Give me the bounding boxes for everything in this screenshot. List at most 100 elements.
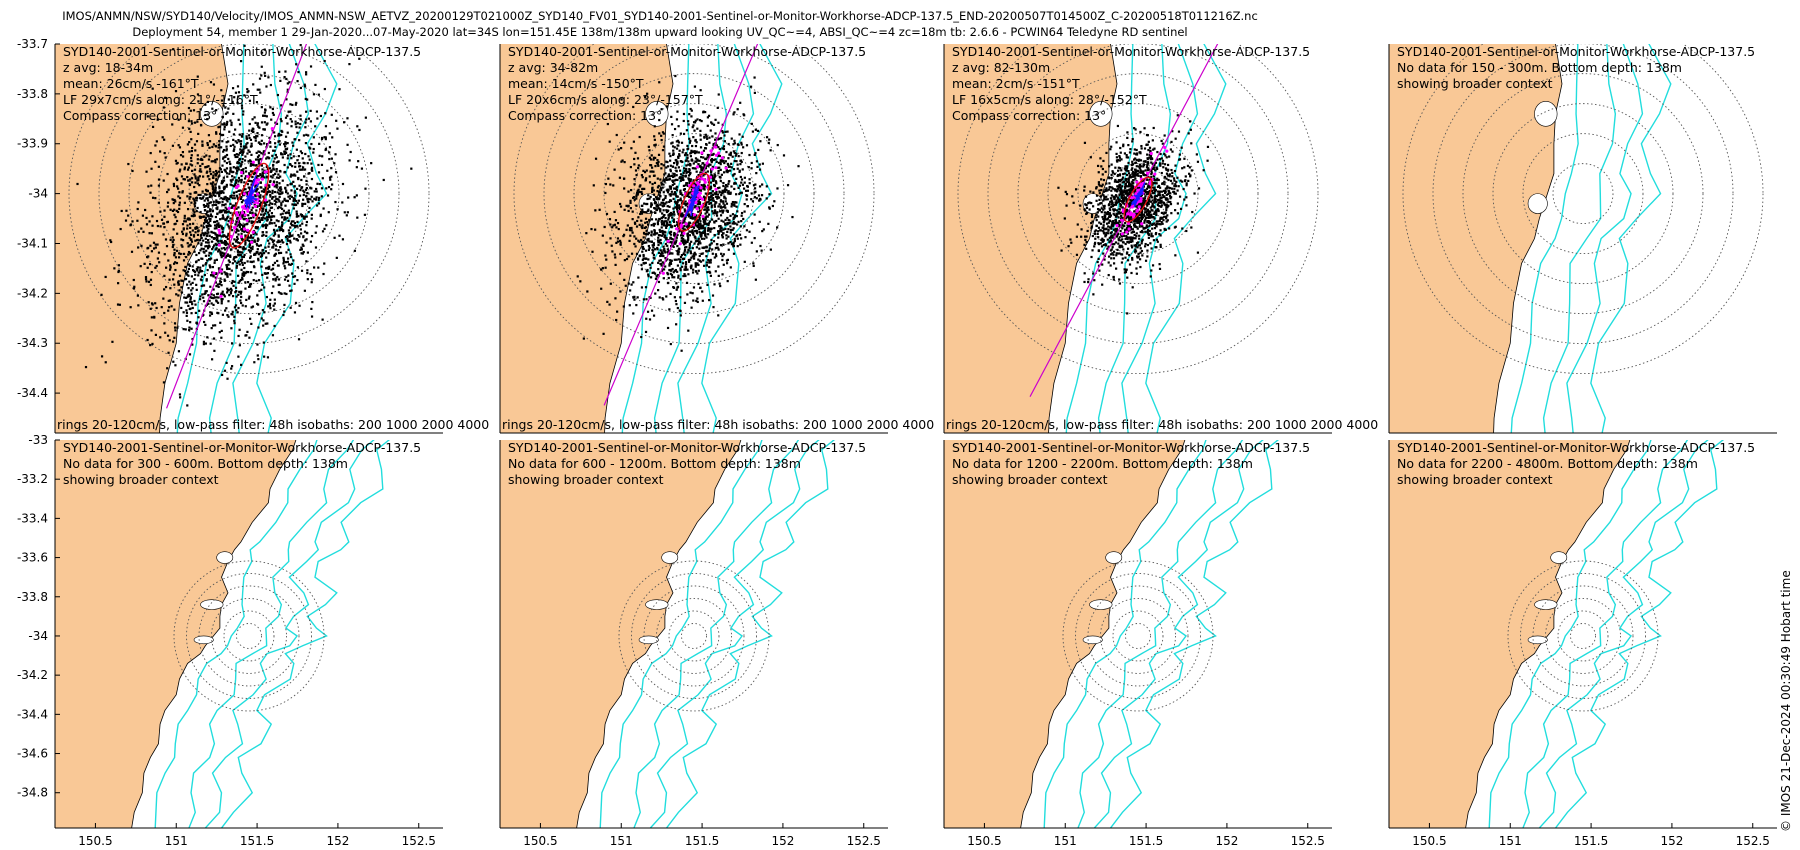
lowpass-point [682, 231, 686, 236]
lowpass-point [714, 145, 718, 149]
lowpass-point [245, 218, 249, 222]
isobath-line [1522, 440, 1689, 828]
x-tick-label: 150.5 [523, 834, 557, 848]
lowpass-point [217, 228, 221, 232]
lowpass-point [1130, 196, 1134, 200]
speed-ring [211, 598, 287, 674]
lowpass-point [701, 214, 705, 218]
panel-annotation: SYD140-2001-Sentinel-or-Monitor-Workhors… [1397, 440, 1755, 455]
lowpass-point [212, 271, 216, 275]
speed-ring [957, 44, 1319, 375]
lowpass-point [263, 198, 268, 202]
estuary [661, 551, 679, 564]
panel-annotation: LF 29x7cm/s along: 21°/-116°T [63, 92, 258, 107]
lowpass-point [256, 201, 260, 205]
panel-annotation: No data for 1200 - 2200m. Bottom depth: … [952, 456, 1253, 471]
lowpass-point [1135, 180, 1139, 184]
lowpass-point [1140, 222, 1144, 226]
estuary [645, 599, 669, 610]
speed-ring [236, 623, 262, 649]
lowpass-point [1128, 212, 1133, 217]
lowpass-point [241, 205, 246, 209]
speed-ring [643, 585, 745, 687]
lowpass-point [698, 191, 702, 195]
lowpass-point [714, 187, 718, 191]
lowpass-point [242, 227, 247, 231]
panel-footer-note: rings 20-120cm/s, low-pass filter: 48h i… [57, 417, 489, 432]
panel-annotation: SYD140-2001-Sentinel-or-Monitor-Workhors… [952, 44, 1310, 59]
lowpass-point [1165, 149, 1169, 153]
lowpass-point [694, 201, 698, 205]
speed-ring [68, 44, 430, 375]
speed-ring [1462, 73, 1704, 315]
estuary [638, 635, 659, 645]
lowpass-point [238, 216, 242, 221]
estuary [217, 0, 233, 9]
speed-ring [1522, 133, 1644, 255]
x-tick-label: 152.5 [1291, 834, 1325, 848]
speed-ring [603, 103, 785, 285]
variance-ellipse [228, 162, 270, 249]
speed-ring [173, 560, 325, 712]
lowpass-point [260, 177, 265, 181]
isobath-line [154, 440, 318, 828]
lowpass-point [251, 230, 255, 234]
isobath-line [204, 440, 375, 828]
y-tick-label: -33 [28, 433, 48, 447]
copyright-text: © IMOS 21-Dec-2024 00:30:49 Hobart time [1779, 570, 1793, 832]
lowpass-point [1137, 205, 1141, 209]
speed-ring [1112, 610, 1164, 662]
lowpass-point [1115, 223, 1119, 228]
x-tick-label: 151.5 [1574, 834, 1608, 848]
mean-vector [693, 194, 698, 199]
speed-ring [1125, 623, 1151, 649]
lowpass-point [1120, 218, 1124, 222]
isobath-line [1554, 440, 1725, 828]
speed-ring [987, 44, 1289, 345]
estuary [1082, 635, 1103, 645]
isobath-line [701, 44, 783, 433]
lowpass-point [227, 206, 231, 211]
speed-ring [98, 44, 400, 345]
lowpass-point [251, 213, 256, 217]
panel-annotation: SYD140-2001-Sentinel-or-Monitor-Workhors… [1397, 44, 1755, 59]
speed-ring [543, 44, 845, 345]
lowpass-point [242, 192, 246, 196]
lowpass-point [697, 182, 701, 187]
speed-ring [1017, 73, 1259, 315]
map-panel: 150.5 151 151.5 152 152.5 SYD140-2001-Sentine… [943, 440, 1332, 848]
panel-annotation: mean: 14cm/s -150°T [508, 76, 644, 91]
x-tick-label: 152 [1660, 834, 1683, 848]
y-tick-label: -33.4 [17, 511, 48, 525]
isobath-line [1093, 440, 1264, 828]
isobath-line [633, 440, 800, 828]
estuary [1089, 599, 1113, 610]
lowpass-point [700, 151, 704, 155]
lowpass-point [219, 269, 223, 273]
x-tick-label: 151 [165, 834, 188, 848]
lowpass-point [703, 180, 707, 184]
lowpass-point [253, 204, 258, 209]
speed-ring [1557, 610, 1609, 662]
panel-annotation: SYD140-2001-Sentinel-or-Monitor-Workhors… [508, 440, 866, 455]
lowpass-point [234, 211, 239, 215]
lowpass-point [217, 243, 221, 247]
lowpass-point [271, 182, 275, 187]
lowpass-point [246, 228, 250, 232]
panel-annotation: SYD140-2001-Sentinel-or-Monitor-Workhors… [952, 440, 1310, 455]
isobath-line [1109, 440, 1280, 828]
lowpass-point [263, 170, 267, 174]
speed-ring [1087, 585, 1189, 687]
variance-ellipse [1123, 176, 1153, 223]
lowpass-point [695, 165, 699, 169]
speed-ring [1507, 560, 1659, 712]
lowpass-point [687, 200, 692, 205]
estuary [1534, 599, 1558, 610]
isobath-line [665, 440, 836, 828]
y-tick-label: -34.4 [17, 386, 48, 400]
speed-ring [1570, 623, 1596, 649]
isobath-line [1590, 44, 1672, 433]
lowpass-point [698, 196, 702, 200]
estuary [1551, 0, 1567, 9]
lowpass-point [232, 225, 237, 230]
